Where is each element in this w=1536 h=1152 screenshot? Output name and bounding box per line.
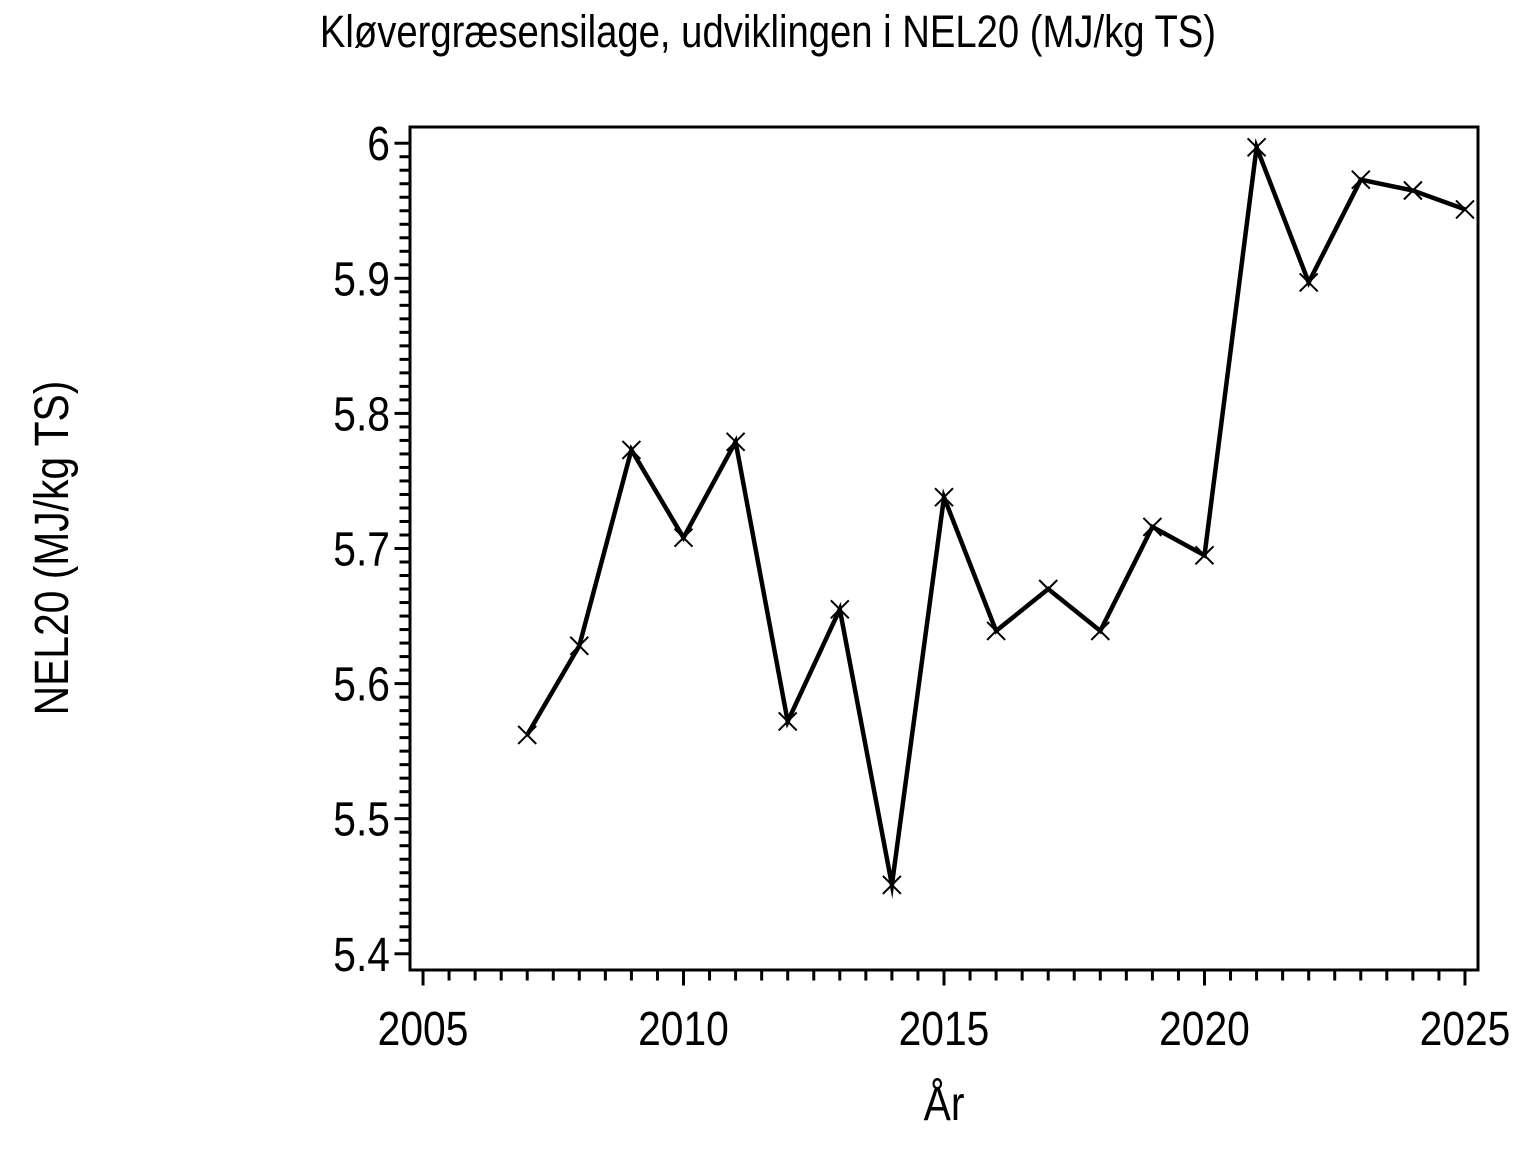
y-tick-label: 5.7 <box>333 523 390 576</box>
y-axis-label: NEL20 (MJ/kg TS) <box>26 381 79 716</box>
x-tick-label: 2015 <box>899 1003 990 1056</box>
x-tick-labels: 2005 2010 2015 2020 2025 <box>378 1003 1511 1056</box>
x-tick-label: 2020 <box>1159 1003 1250 1056</box>
y-tick-label: 5.6 <box>333 659 390 712</box>
x-tick-label: 2025 <box>1420 1003 1511 1056</box>
y-tick-label: 5.5 <box>333 794 390 847</box>
plot-area: 2005 2010 2015 2020 2025 5.4 5.5 5.6 5.7 5.8 5.9 6 <box>333 118 1510 1056</box>
y-tick-label: 6 <box>367 118 390 171</box>
y-axis-label-group: NEL20 (MJ/kg TS) <box>26 381 79 716</box>
data-markers <box>517 137 1475 895</box>
y-tick-label: 5.8 <box>333 388 390 441</box>
chart-title: Kløvergræsensilage, udviklingen i NEL20 … <box>320 6 1216 57</box>
y-tick-label: 5.9 <box>333 253 390 306</box>
y-axis-ticks <box>394 141 409 956</box>
y-tick-labels: 5.4 5.5 5.6 5.7 5.8 5.9 6 <box>333 118 390 981</box>
x-tick-label: 2005 <box>378 1003 469 1056</box>
x-tick-label: 2010 <box>638 1003 729 1056</box>
y-tick-label: 5.4 <box>333 929 390 982</box>
plot-border <box>408 125 1480 972</box>
data-line <box>525 138 1466 899</box>
x-axis-label: År <box>924 1078 965 1131</box>
x-axis-ticks <box>421 971 1467 986</box>
